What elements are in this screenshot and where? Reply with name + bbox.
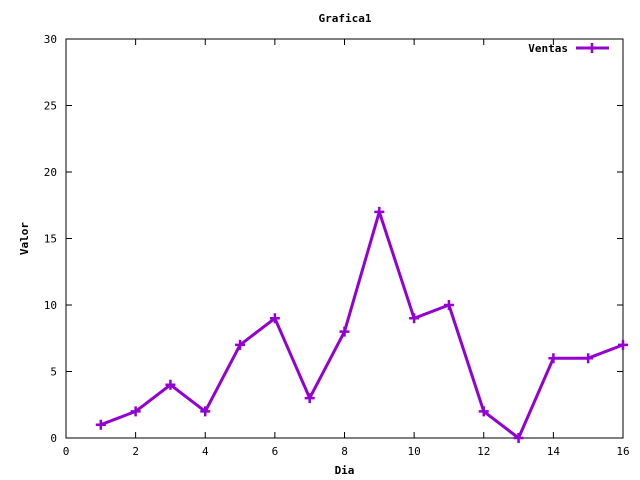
plot-frame bbox=[65, 38, 624, 439]
y-tick-label: 25 bbox=[44, 100, 57, 113]
x-axis-label: Dia bbox=[335, 464, 355, 477]
legend: Ventas bbox=[528, 42, 609, 55]
data-point bbox=[165, 379, 176, 390]
x-tick-label: 4 bbox=[202, 445, 209, 458]
data-point bbox=[269, 313, 280, 324]
data-point bbox=[513, 433, 524, 443]
data-point bbox=[235, 339, 246, 350]
y-tick-label: 0 bbox=[50, 432, 57, 445]
data-point bbox=[583, 353, 594, 364]
axis-ticks: 0 5 10 15 20 25 30 0 2 4 6 8 10 12 14 16 bbox=[44, 33, 630, 458]
data-point bbox=[478, 406, 489, 417]
x-tick-label: 8 bbox=[341, 445, 348, 458]
data-point bbox=[409, 313, 420, 324]
y-tick-label: 15 bbox=[44, 233, 57, 246]
data-point bbox=[95, 419, 106, 430]
y-tick-label: 10 bbox=[44, 299, 57, 312]
x-tick-label: 2 bbox=[132, 445, 139, 458]
chart-title: Grafica1 bbox=[319, 12, 372, 25]
x-tick-label: 0 bbox=[63, 445, 70, 458]
x-tick-label: 16 bbox=[616, 445, 629, 458]
data-point bbox=[200, 406, 211, 417]
y-axis-label: Valor bbox=[18, 222, 31, 255]
x-tick-label: 6 bbox=[272, 445, 279, 458]
data-point bbox=[548, 353, 559, 364]
series-line-ventas bbox=[100, 210, 624, 440]
data-point bbox=[130, 406, 141, 417]
data-point bbox=[618, 339, 628, 350]
data-point bbox=[374, 206, 385, 217]
x-tick-label: 10 bbox=[408, 445, 421, 458]
data-point bbox=[304, 393, 315, 404]
data-point bbox=[443, 300, 454, 310]
legend-marker-ventas bbox=[587, 43, 597, 53]
legend-label-ventas: Ventas bbox=[528, 42, 568, 55]
series-layer bbox=[95, 206, 628, 443]
data-point bbox=[339, 326, 350, 337]
y-tick-label: 30 bbox=[44, 33, 57, 46]
x-tick-label: 12 bbox=[477, 445, 490, 458]
y-tick-label: 20 bbox=[44, 166, 57, 179]
y-tick-label: 5 bbox=[50, 366, 57, 379]
x-tick-label: 14 bbox=[547, 445, 561, 458]
